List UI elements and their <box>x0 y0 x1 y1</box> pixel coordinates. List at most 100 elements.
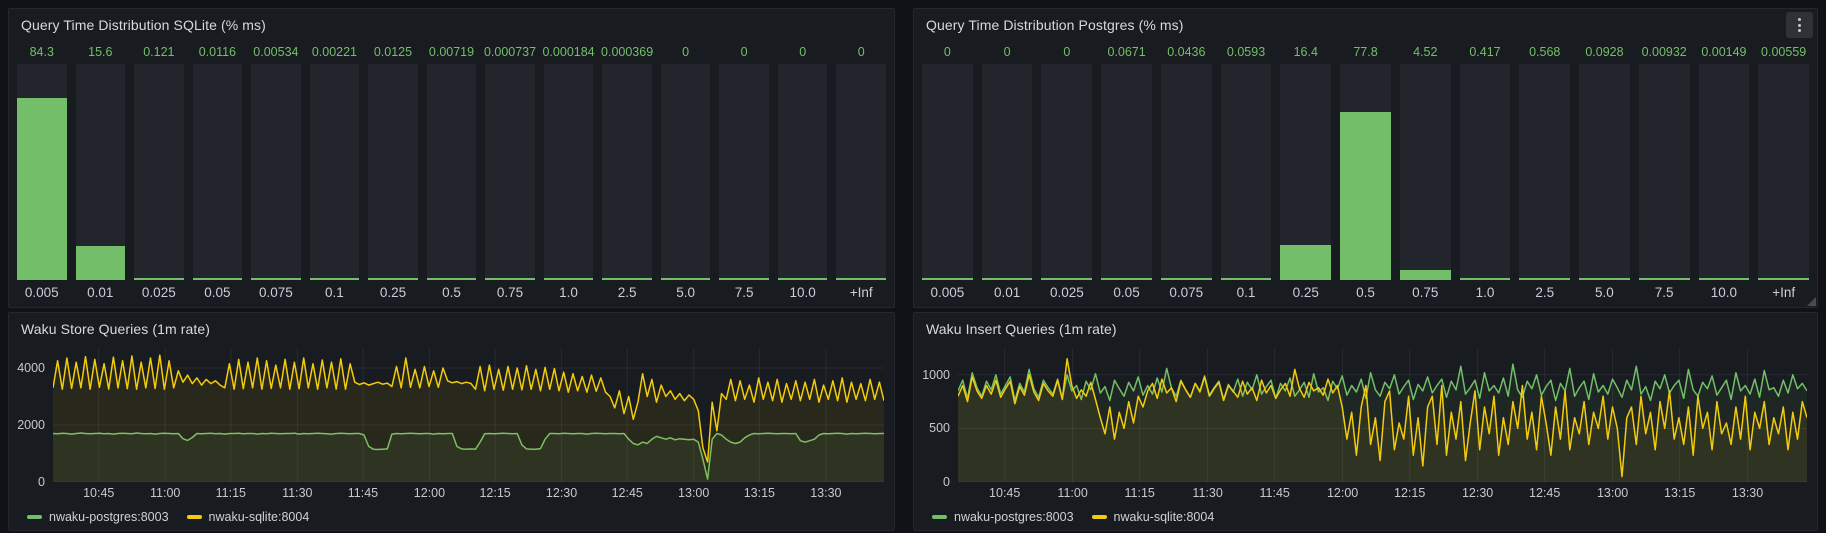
bar-value-label: 0 <box>943 45 951 59</box>
bar-category-label: 0.75 <box>496 285 524 300</box>
x-axis-tick-label: 13:30 <box>1731 486 1764 500</box>
bar-category-label: 0.5 <box>442 285 461 300</box>
x-axis-tick-label: 10:45 <box>989 486 1021 500</box>
insert-plot-area[interactable] <box>958 348 1807 482</box>
bar-value-label: 0.568 <box>1529 45 1561 59</box>
bar-fill <box>192 278 243 280</box>
kebab-dot <box>1798 23 1801 27</box>
bar-category-label: 0.05 <box>204 285 231 300</box>
x-axis-tick-label: 12:15 <box>479 486 511 500</box>
x-axis-tick-label: 11:00 <box>149 486 181 500</box>
bar-track <box>1638 64 1690 280</box>
bar-value-label: 0.00719 <box>428 45 475 59</box>
bar-fill <box>1519 278 1571 280</box>
legend-item-nwaku-sqlite-8004[interactable]: nwaku-sqlite:8004 <box>186 509 310 524</box>
panel-query-time-postgres: Query Time Distribution Postgres (% ms) … <box>913 8 1818 308</box>
bar-value-label: 0 <box>682 45 690 59</box>
panel-header[interactable]: Query Time Distribution SQLite (% ms) <box>9 9 894 40</box>
bar-value-label: 0 <box>1063 45 1071 59</box>
bar-track <box>1101 64 1152 280</box>
bar-category-label: 0.25 <box>379 285 407 300</box>
legend-series-label: nwaku-sqlite:8004 <box>208 509 310 524</box>
bar-category-label: 1.0 <box>559 285 578 300</box>
bar-value-label: 0 <box>740 45 748 59</box>
bar-column: 0.00534 0.075 <box>251 40 301 305</box>
x-axis-tick-label: 12:45 <box>1529 486 1561 500</box>
panel-title: Query Time Distribution SQLite (% ms) <box>21 16 266 33</box>
x-axis-tick-label: 13:15 <box>1664 486 1696 500</box>
legend-item-nwaku-sqlite-8004[interactable]: nwaku-sqlite:8004 <box>1091 510 1214 524</box>
y-axis-tick-label: 1000 <box>922 367 950 382</box>
bar-column: 0 0.005 <box>922 40 973 305</box>
bar-fill <box>1698 278 1750 280</box>
x-axis-tick-label: 12:00 <box>413 486 446 500</box>
legend-item-nwaku-postgres-8003[interactable]: nwaku-postgres:8003 <box>932 510 1074 524</box>
bar-value-label: 0.00534 <box>253 45 299 59</box>
bar-track <box>485 64 535 280</box>
bar-column: 15.6 0.01 <box>75 40 126 305</box>
y-axis-tick-label: 4000 <box>17 360 45 375</box>
bar-category-label: 0.005 <box>24 285 59 300</box>
y-axis-tick-label: 500 <box>929 421 950 436</box>
bar-fill <box>543 278 594 280</box>
bar-category-label: 0.05 <box>1113 285 1140 300</box>
bar-fill <box>75 246 126 280</box>
bar-column: 0 0.01 <box>981 40 1033 305</box>
bar-column: 0.121 0.025 <box>134 40 184 305</box>
x-axis-tick-label: 11:45 <box>1259 486 1290 500</box>
bar-track <box>1519 64 1571 280</box>
bar-category-label: 10.0 <box>1710 285 1738 300</box>
bar-category-label: 0.005 <box>930 285 965 300</box>
bar-column: 0.0671 0.05 <box>1101 40 1152 305</box>
bar-column: 0.568 2.5 <box>1519 40 1571 305</box>
panel-header[interactable]: Waku Insert Queries (1m rate) <box>914 313 1817 344</box>
panel-menu-kebab-icon[interactable] <box>1786 12 1813 38</box>
bar-fill <box>602 278 652 280</box>
legend-series-label: nwaku-postgres:8003 <box>954 509 1074 524</box>
bar-track <box>134 64 184 280</box>
bar-category-label: 2.5 <box>1535 285 1555 300</box>
panel-header[interactable]: Query Time Distribution Postgres (% ms) <box>914 9 1817 40</box>
x-axis-tick-label: 11:15 <box>215 486 247 500</box>
bar-column: 0.00221 0.1 <box>309 40 360 305</box>
series-line <box>53 354 884 463</box>
bar-category-label: 0.25 <box>1292 285 1319 300</box>
bar-fill <box>660 278 711 280</box>
bar-category-label: 10.0 <box>789 285 816 300</box>
bar-column: 0 7.5 <box>719 40 769 305</box>
bar-track <box>922 64 973 280</box>
bar-column: 0.0436 0.075 <box>1160 40 1212 305</box>
bar-column: 0.000737 0.75 <box>483 40 537 305</box>
x-axis-tick-label: 11:30 <box>282 486 313 500</box>
bar-track <box>426 64 477 280</box>
legend-item-nwaku-postgres-8003[interactable]: nwaku-postgres:8003 <box>27 510 169 524</box>
bar-column: 0 0.025 <box>1041 40 1093 305</box>
x-axis-tick-label: 13:00 <box>1596 486 1629 500</box>
bar-fill <box>485 278 535 280</box>
panel-resize-handle[interactable] <box>1807 297 1816 306</box>
panel-title: Query Time Distribution Postgres (% ms) <box>926 16 1184 33</box>
series-area-fill <box>53 355 884 482</box>
bar-fill <box>17 97 67 280</box>
bar-column: 0.00559 +Inf <box>1758 40 1810 305</box>
bar-column: 16.4 0.25 <box>1280 40 1332 305</box>
bar-track <box>1579 64 1630 280</box>
x-axis-tick-label: 11:45 <box>347 486 379 500</box>
bar-track <box>192 64 243 280</box>
panel-title: Waku Store Queries (1m rate) <box>21 320 211 337</box>
panel-header[interactable]: Waku Store Queries (1m rate) <box>9 313 894 344</box>
bar-fill <box>1280 244 1332 280</box>
bar-track <box>368 64 418 280</box>
store-plot-area[interactable] <box>53 348 884 482</box>
bar-value-label: 0.417 <box>1469 45 1501 59</box>
bar-value-label: 0.000737 <box>483 45 537 59</box>
kebab-dot <box>1798 29 1801 32</box>
bar-column: 84.3 0.005 <box>17 40 67 305</box>
bar-track <box>251 64 301 280</box>
bar-category-label: 0.075 <box>258 285 293 300</box>
series-line <box>53 432 884 480</box>
panel-waku-store-queries: Waku Store Queries (1m rate) 0 2000 4000 1… <box>8 312 895 531</box>
bar-column: 0 10.0 <box>777 40 828 305</box>
bar-track <box>1698 64 1750 280</box>
bar-track <box>602 64 652 280</box>
